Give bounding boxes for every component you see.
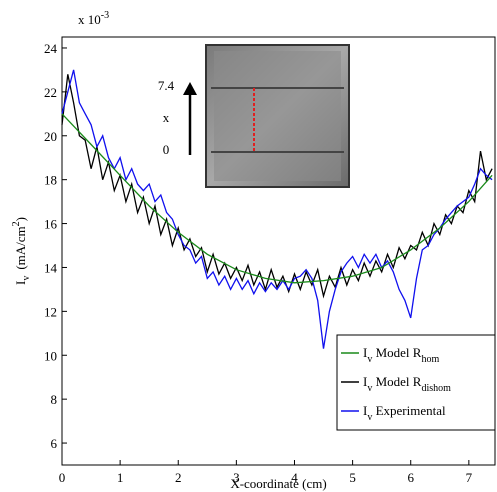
legend-text: Model R (372, 345, 421, 360)
y-tick-label: 8 (51, 392, 58, 407)
x-tick-label: 6 (407, 470, 414, 485)
y-tick-label: 6 (51, 436, 58, 451)
y-tick-label: 10 (44, 348, 57, 363)
inset-cell (214, 51, 341, 181)
x-tick-label: 1 (117, 470, 124, 485)
y-tick-label: 22 (44, 85, 57, 100)
legend-subscript: v (367, 354, 372, 365)
y-tick-label: 16 (44, 217, 58, 232)
y-tick-label: 14 (44, 260, 58, 275)
y-label-main: I (13, 281, 28, 285)
y-label-sup: 2 (11, 221, 22, 226)
legend-box (336, 334, 496, 431)
x-tick-label: 4 (291, 470, 298, 485)
legend-subscript: v (367, 412, 372, 423)
legend-subscript: v (367, 383, 372, 394)
y-tick-label: 18 (44, 173, 57, 188)
inset-label: x (163, 110, 170, 125)
multiplier-exponent: -3 (101, 10, 109, 21)
series-line (61, 113, 493, 284)
x-tick-label: 0 (59, 470, 66, 485)
x-tick-label: 5 (349, 470, 356, 485)
x-tick-label: 2 (175, 470, 182, 485)
legend-text: Model R (372, 374, 421, 389)
inset-arrow-head (183, 82, 197, 95)
y-tick-label: 20 (44, 129, 57, 144)
y-axis-label: Iv (mA/cm2) (11, 217, 32, 285)
y-label-unit: (mA/cm (13, 226, 28, 269)
y-tick-label: 12 (44, 304, 57, 319)
legend-subscript: dishom (421, 383, 451, 394)
y-label-sub: v (21, 276, 32, 281)
x-axis-label: X-coordinate (cm) (230, 476, 326, 491)
multiplier-base: x 10 (78, 12, 101, 27)
legend-text: I (363, 374, 367, 389)
inset-label: 7.4 (158, 78, 175, 93)
series-line (61, 69, 493, 349)
legend-label: Iv Model Rdishom (363, 374, 451, 394)
y-label-close: ) (13, 217, 28, 221)
x-tick-label: 3 (233, 470, 240, 485)
y-multiplier: x 10-3 (78, 10, 109, 27)
legend-subscript: hom (421, 354, 439, 365)
legend-text: Experimental (372, 403, 446, 418)
legend-text: I (363, 403, 367, 418)
legend-text: I (363, 345, 367, 360)
legend-label: Iv Experimental (363, 403, 446, 423)
x-tick-label: 7 (466, 470, 473, 485)
inset-label: 0 (163, 142, 170, 157)
series-line (61, 74, 493, 299)
y-tick-label: 24 (44, 41, 58, 56)
legend-label: Iv Model Rhom (363, 345, 439, 365)
